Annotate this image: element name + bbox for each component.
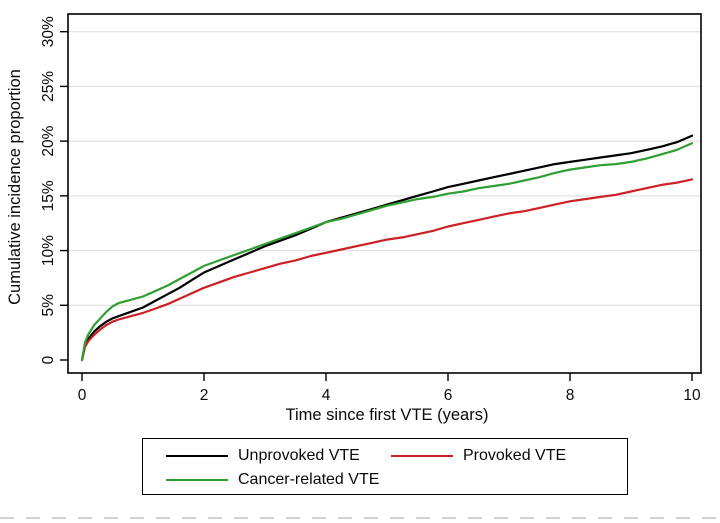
x-tick-label: 0 xyxy=(78,387,87,404)
x-tick-label: 8 xyxy=(566,387,575,404)
y-tick-label: 20% xyxy=(40,125,57,156)
y-tick-label: 5% xyxy=(40,294,57,317)
legend-entry-provoked: Provoked VTE xyxy=(391,448,627,464)
x-tick-label: 6 xyxy=(444,387,453,404)
y-tick-label: 0 xyxy=(40,355,57,364)
curve-provoked-vte xyxy=(80,178,694,362)
x-tick-label: 4 xyxy=(322,387,331,404)
y-tick-label: 30% xyxy=(40,16,57,47)
legend-entry-unprovoked: Unprovoked VTE xyxy=(166,448,391,464)
scan-edge-artifact xyxy=(0,517,720,519)
x-tick-label: 10 xyxy=(683,387,701,404)
plot-box xyxy=(67,13,702,374)
legend-label-provoked: Provoked VTE xyxy=(463,447,567,464)
legend-label-cancer: Cancer-related VTE xyxy=(238,471,380,488)
x-tick-label: 2 xyxy=(200,387,209,404)
y-tick-label: 25% xyxy=(40,71,57,102)
y-axis-title: Cumulative incidence proportion xyxy=(6,69,24,305)
y-tick-label: 15% xyxy=(40,180,57,211)
x-axis-title: Time since first VTE (years) xyxy=(286,406,489,424)
cancer-line-swatch xyxy=(166,478,228,482)
legend-entry-cancer: Cancer-related VTE xyxy=(166,472,391,488)
curve-cancer-related-vte xyxy=(80,142,694,362)
curve-unprovoked-vte xyxy=(80,134,694,362)
unprovoked-line-swatch xyxy=(166,454,228,458)
provoked-line-swatch xyxy=(391,454,453,458)
y-tick-label: 10% xyxy=(40,235,57,266)
chart-legend: Unprovoked VTE Provoked VTE Cancer-relat… xyxy=(142,438,628,495)
legend-label-unprovoked: Unprovoked VTE xyxy=(238,447,360,464)
